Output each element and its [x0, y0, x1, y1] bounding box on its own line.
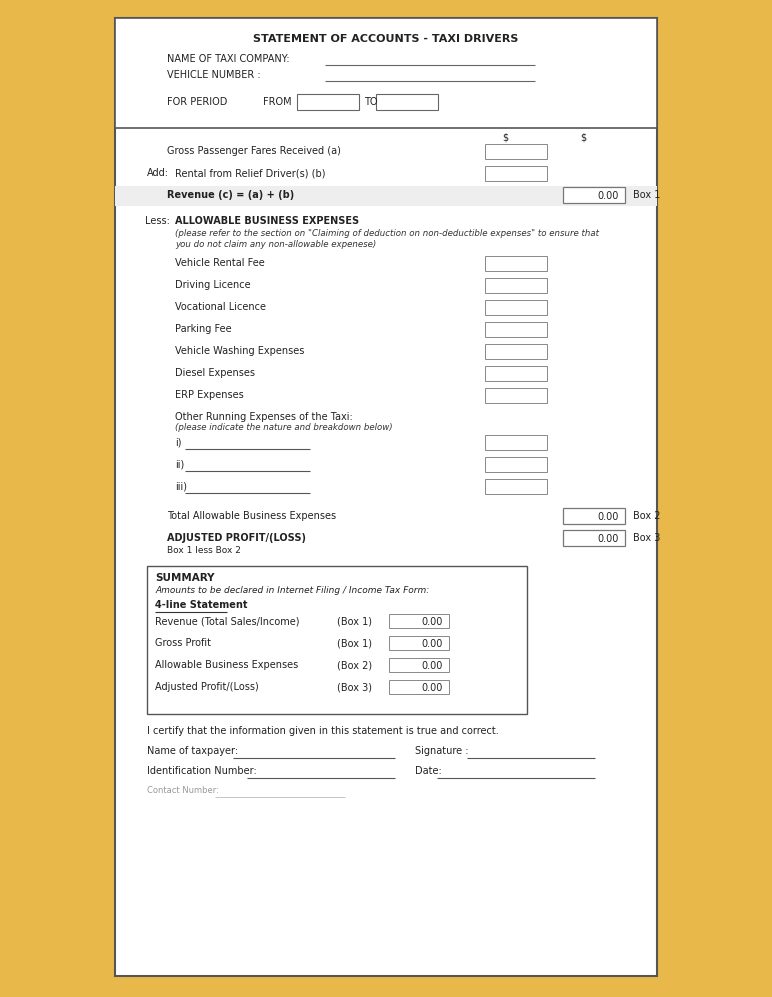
- Bar: [376, 94, 438, 110]
- Text: Revenue (Total Sales/Income): Revenue (Total Sales/Income): [155, 616, 300, 626]
- Text: Name of taxpayer:: Name of taxpayer:: [147, 746, 238, 756]
- Bar: [389, 636, 449, 650]
- Text: I certify that the information given in this statement is true and correct.: I certify that the information given in …: [147, 726, 499, 736]
- Text: Vocational Licence: Vocational Licence: [175, 302, 266, 312]
- Text: Parking Fee: Parking Fee: [175, 324, 232, 334]
- Text: STATEMENT OF ACCOUNTS - TAXI DRIVERS: STATEMENT OF ACCOUNTS - TAXI DRIVERS: [253, 34, 519, 44]
- Text: Signature :: Signature :: [415, 746, 469, 756]
- Text: Box 1: Box 1: [633, 190, 660, 200]
- Text: 0.00: 0.00: [422, 617, 443, 627]
- Text: ii): ii): [175, 459, 185, 469]
- Text: FROM: FROM: [263, 97, 292, 107]
- Text: Gross Profit: Gross Profit: [155, 638, 211, 648]
- Text: Contact Number:: Contact Number:: [147, 786, 219, 795]
- Text: 0.00: 0.00: [422, 683, 443, 693]
- Bar: [115, 18, 657, 976]
- Bar: [485, 278, 547, 293]
- Text: (Box 2): (Box 2): [337, 660, 372, 670]
- Text: 0.00: 0.00: [422, 639, 443, 649]
- Bar: [563, 187, 625, 203]
- Bar: [115, 18, 657, 128]
- Bar: [485, 322, 547, 337]
- Text: FOR PERIOD: FOR PERIOD: [167, 97, 228, 107]
- Text: VEHICLE NUMBER :: VEHICLE NUMBER :: [167, 70, 261, 80]
- Bar: [485, 435, 547, 450]
- Bar: [389, 614, 449, 628]
- Text: 0.00: 0.00: [422, 661, 443, 671]
- Text: SUMMARY: SUMMARY: [155, 573, 215, 583]
- Bar: [485, 388, 547, 403]
- Text: Identification Number:: Identification Number:: [147, 766, 257, 776]
- Text: Vehicle Rental Fee: Vehicle Rental Fee: [175, 258, 265, 268]
- Text: Gross Passenger Fares Received (a): Gross Passenger Fares Received (a): [167, 146, 341, 156]
- Text: Allowable Business Expenses: Allowable Business Expenses: [155, 660, 298, 670]
- Bar: [485, 166, 547, 181]
- Text: 4-line Statement: 4-line Statement: [155, 600, 248, 610]
- Text: you do not claim any non-allowable expenese): you do not claim any non-allowable expen…: [175, 240, 376, 249]
- Bar: [389, 658, 449, 672]
- Text: Box 2: Box 2: [633, 511, 661, 521]
- Text: Date:: Date:: [415, 766, 442, 776]
- Text: Add:: Add:: [147, 168, 169, 178]
- Bar: [389, 680, 449, 694]
- Bar: [297, 94, 359, 110]
- Bar: [485, 457, 547, 472]
- Text: (Box 3): (Box 3): [337, 682, 372, 692]
- Text: Adjusted Profit/(Loss): Adjusted Profit/(Loss): [155, 682, 259, 692]
- Text: Box 1 less Box 2: Box 1 less Box 2: [167, 546, 241, 555]
- Text: Vehicle Washing Expenses: Vehicle Washing Expenses: [175, 346, 304, 356]
- Text: $: $: [580, 133, 586, 143]
- Text: Box 3: Box 3: [633, 533, 660, 543]
- Text: ERP Expenses: ERP Expenses: [175, 390, 244, 400]
- Text: Rental from Relief Driver(s) (b): Rental from Relief Driver(s) (b): [175, 168, 326, 178]
- Bar: [147, 566, 527, 714]
- Text: ADJUSTED PROFIT/(LOSS): ADJUSTED PROFIT/(LOSS): [167, 533, 306, 543]
- Bar: [485, 479, 547, 494]
- Bar: [563, 530, 625, 546]
- Text: 0.00: 0.00: [598, 191, 619, 201]
- Bar: [115, 186, 657, 206]
- Text: TO: TO: [364, 97, 378, 107]
- Text: (please indicate the nature and breakdown below): (please indicate the nature and breakdow…: [175, 423, 393, 432]
- Text: Driving Licence: Driving Licence: [175, 280, 251, 290]
- Text: (Box 1): (Box 1): [337, 638, 372, 648]
- Text: $: $: [502, 133, 508, 143]
- Text: 0.00: 0.00: [598, 534, 619, 544]
- Text: iii): iii): [175, 481, 187, 491]
- Text: Diesel Expenses: Diesel Expenses: [175, 368, 255, 378]
- Bar: [485, 366, 547, 381]
- Bar: [485, 256, 547, 271]
- Text: Amounts to be declared in Internet Filing / Income Tax Form:: Amounts to be declared in Internet Filin…: [155, 586, 429, 595]
- Bar: [485, 144, 547, 159]
- Text: Less:: Less:: [145, 216, 170, 226]
- Bar: [485, 344, 547, 359]
- Text: (Box 1): (Box 1): [337, 616, 372, 626]
- Text: i): i): [175, 437, 181, 447]
- Text: ALLOWABLE BUSINESS EXPENSES: ALLOWABLE BUSINESS EXPENSES: [175, 216, 359, 226]
- Bar: [563, 508, 625, 524]
- Bar: [485, 300, 547, 315]
- Text: 0.00: 0.00: [598, 512, 619, 522]
- Text: Revenue (c) = (a) + (b): Revenue (c) = (a) + (b): [167, 190, 294, 200]
- Text: Total Allowable Business Expenses: Total Allowable Business Expenses: [167, 511, 336, 521]
- Text: (please refer to the section on "Claiming of deduction on non-deductible expense: (please refer to the section on "Claimin…: [175, 229, 599, 238]
- Text: NAME OF TAXI COMPANY:: NAME OF TAXI COMPANY:: [167, 54, 290, 64]
- Text: Other Running Expenses of the Taxi:: Other Running Expenses of the Taxi:: [175, 412, 353, 422]
